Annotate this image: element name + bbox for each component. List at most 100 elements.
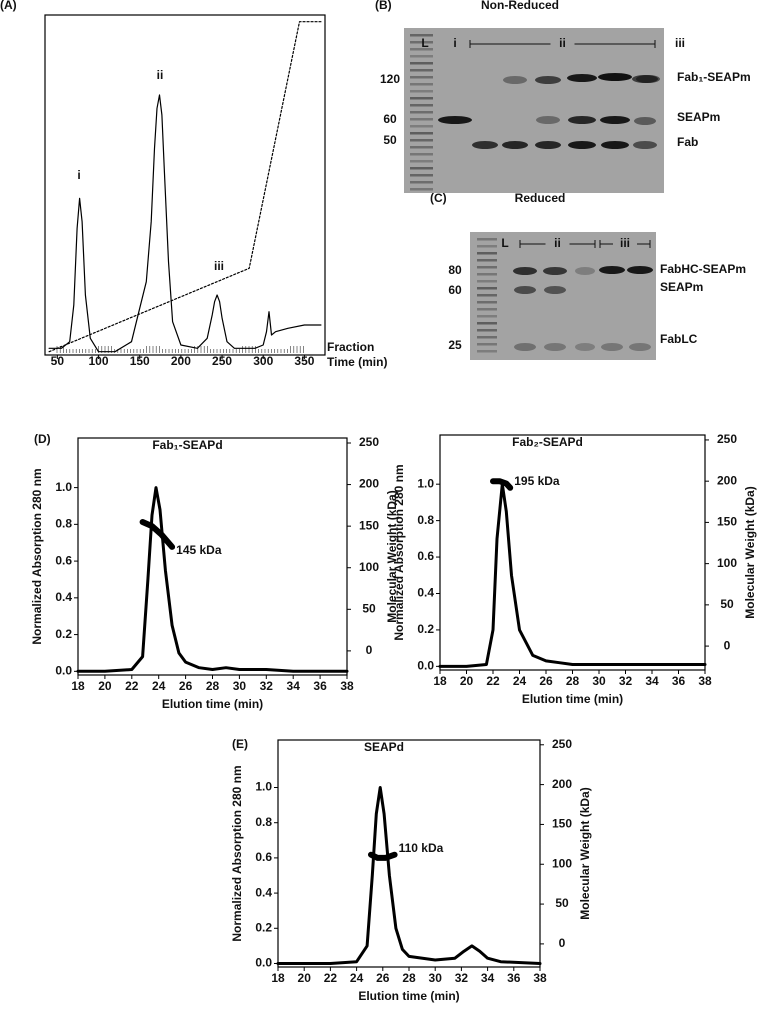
ladder-band xyxy=(410,174,433,177)
panel-label: (C) xyxy=(430,191,447,205)
ladder-band xyxy=(477,266,497,269)
gel-band xyxy=(472,141,498,149)
ladder-band xyxy=(477,343,497,346)
fraction-label: Fraction xyxy=(327,340,374,354)
x-tick-label: 34 xyxy=(287,679,301,693)
y-tick-label: 0.8 xyxy=(417,513,434,527)
lane-label: ii xyxy=(554,236,561,250)
lane-label: ii xyxy=(559,36,566,50)
x-tick-label: 20 xyxy=(460,674,474,688)
ladder-band xyxy=(410,181,433,184)
gel-band xyxy=(629,343,651,351)
y-axis-label: Normalized Absorption 280 nm xyxy=(230,765,244,941)
trace-line xyxy=(48,94,322,353)
y-tick-label: 0.6 xyxy=(55,553,72,567)
y2-tick-label: 50 xyxy=(720,597,734,611)
x-tick-label: 200 xyxy=(171,354,191,368)
band-label: Fab₁-SEAPm xyxy=(677,70,751,84)
gel-band xyxy=(568,116,596,124)
gel-band xyxy=(599,266,625,274)
ladder-band xyxy=(477,259,497,262)
mw-line xyxy=(139,519,176,550)
ladder-band xyxy=(477,322,497,325)
x-tick-label: 26 xyxy=(376,971,390,985)
ladder-band xyxy=(410,97,433,100)
gel-band xyxy=(575,343,595,351)
gel xyxy=(404,28,664,193)
ladder-band xyxy=(477,301,497,304)
x-axis-label: Time (min) xyxy=(327,355,387,369)
y2-axis-label: Molecular Weight (kDa) xyxy=(578,787,592,919)
y2-tick-label: 200 xyxy=(359,477,379,491)
x-tick-label: 36 xyxy=(313,679,327,693)
panel-label: (D) xyxy=(34,432,51,446)
x-tick-label: 38 xyxy=(340,679,354,693)
band-label: SEAPm xyxy=(677,110,720,124)
ladder-band xyxy=(477,280,497,283)
y2-tick-label: 200 xyxy=(717,473,737,487)
ladder-band xyxy=(477,308,497,311)
y2-axis-label: Molecular Weight (kDa) xyxy=(385,490,399,622)
band-label: FabLC xyxy=(660,332,698,346)
y-tick-label: 0.2 xyxy=(55,627,72,641)
peak-label: i xyxy=(77,168,80,182)
x-tick-label: 22 xyxy=(324,971,338,985)
ladder-band xyxy=(410,83,433,86)
y2-tick-label: 200 xyxy=(552,777,572,791)
gel-title: Reduced xyxy=(515,191,566,205)
y-tick-label: 0.0 xyxy=(55,663,72,677)
marker-label: 120 xyxy=(380,72,400,86)
ladder-band xyxy=(410,90,433,93)
x-tick-label: 32 xyxy=(260,679,274,693)
x-axis-label: Elution time (min) xyxy=(522,692,623,706)
plot-frame xyxy=(44,14,326,356)
y2-axis-label: Molecular Weight (kDa) xyxy=(743,486,757,618)
chart-title: SEAPd xyxy=(364,740,404,754)
y-tick-label: 1.0 xyxy=(255,780,272,794)
gel-band xyxy=(535,76,561,84)
marker-label: 25 xyxy=(448,338,462,352)
lane-label: L xyxy=(421,36,428,50)
x-tick-label: 34 xyxy=(645,674,659,688)
y2-tick-label: 50 xyxy=(555,896,569,910)
trace-line xyxy=(76,486,349,673)
gel-band xyxy=(627,266,653,274)
plot-frame xyxy=(439,434,706,671)
ladder-band xyxy=(410,48,433,51)
ladder-band xyxy=(410,62,433,65)
gel-band xyxy=(503,76,527,84)
x-tick-label: 34 xyxy=(481,971,495,985)
ladder-band xyxy=(410,125,433,128)
x-tick-label: 30 xyxy=(233,679,247,693)
ladder-band xyxy=(410,139,433,142)
x-tick-label: 20 xyxy=(98,679,112,693)
x-tick-label: 32 xyxy=(455,971,469,985)
ladder-band xyxy=(477,252,497,255)
y-tick-label: 0.2 xyxy=(417,622,434,636)
peak-label: iii xyxy=(214,259,224,273)
trace-line xyxy=(276,786,542,965)
ladder-band xyxy=(477,287,497,290)
ladder-band xyxy=(410,188,433,191)
ladder-band xyxy=(410,132,433,135)
y2-tick-label: 100 xyxy=(552,856,572,870)
x-tick-label: 22 xyxy=(486,674,500,688)
gel-band xyxy=(633,141,657,149)
y2-tick-label: 100 xyxy=(717,556,737,570)
chart-title: Fab₁-SEAPd xyxy=(152,438,222,452)
gel-band xyxy=(502,141,528,149)
gel-band xyxy=(575,267,595,275)
ladder-band xyxy=(477,329,497,332)
x-axis-label: Elution time (min) xyxy=(162,697,263,711)
ladder-band xyxy=(410,118,433,121)
x-tick-label: 18 xyxy=(271,971,285,985)
lane-label: L xyxy=(501,236,508,250)
x-axis-label: Elution time (min) xyxy=(358,989,459,1003)
ladder-band xyxy=(410,55,433,58)
y2-tick-label: 50 xyxy=(362,601,376,615)
x-tick-label: 18 xyxy=(71,679,85,693)
x-tick-label: 18 xyxy=(433,674,447,688)
x-tick-label: 20 xyxy=(298,971,312,985)
gel-band xyxy=(514,343,536,351)
y-tick-label: 1.0 xyxy=(417,476,434,490)
